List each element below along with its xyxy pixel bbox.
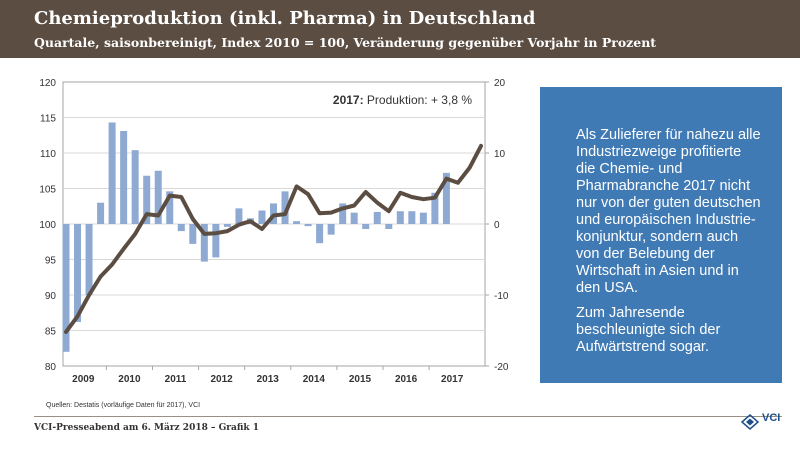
bar <box>442 172 450 224</box>
right-axis: -20 -10 0 10 20 <box>485 78 509 373</box>
left-axis: 80 85 90 95 100 105 110 115 120 <box>39 78 56 373</box>
left-tick-label: 100 <box>39 220 56 231</box>
bar <box>316 224 324 244</box>
x-tick-label: 2011 <box>165 374 187 385</box>
chart-annotation: 2017: Produktion: + 3,8 % <box>333 93 472 107</box>
right-tick-label: -10 <box>494 291 509 302</box>
bar <box>166 191 174 224</box>
x-tick-label: 2012 <box>211 374 234 385</box>
bar <box>62 224 70 352</box>
left-tick-label: 85 <box>45 327 57 338</box>
page-title: Chemieproduktion (inkl. Pharma) in Deuts… <box>34 8 536 29</box>
bar-series <box>62 122 450 352</box>
bar <box>74 224 82 322</box>
x-tick-label: 2015 <box>349 374 372 385</box>
bar <box>97 202 105 224</box>
right-tick-label: 20 <box>494 78 506 89</box>
right-tick-label: -20 <box>494 362 509 373</box>
footer-divider <box>34 416 782 417</box>
vci-logo-icon <box>740 414 760 430</box>
line-series <box>64 143 483 334</box>
left-tick-label: 110 <box>40 149 56 160</box>
source-note: Quellen: Destatis (vorläufige Daten für … <box>46 402 201 409</box>
vci-logo-text: VCI <box>762 412 781 424</box>
x-tick-label: 2009 <box>72 374 95 385</box>
bar <box>108 122 116 224</box>
info-paragraph-2: Zum Jahresende beschleunigte sich der Au… <box>576 305 721 355</box>
info-paragraph-1: Als Zulieferer für nahezu alle Industrie… <box>576 127 761 296</box>
x-axis: 2009 2010 2011 2012 2013 2014 2015 2016 2017 <box>72 366 464 385</box>
left-tick-label: 80 <box>45 362 57 373</box>
annotation-text: Produktion: + 3,8 % <box>364 93 473 107</box>
x-tick-label: 2014 <box>303 374 326 385</box>
bar <box>385 224 393 229</box>
left-tick-label: 120 <box>39 78 56 89</box>
x-tick-label: 2017 <box>441 374 464 385</box>
bar <box>177 224 185 232</box>
bar <box>131 150 139 224</box>
bar <box>293 221 301 224</box>
left-tick-label: 115 <box>40 114 56 125</box>
header-bar: Chemieproduktion (inkl. Pharma) in Deuts… <box>0 0 800 58</box>
bar <box>419 212 427 224</box>
bar <box>154 170 162 224</box>
bar <box>408 211 416 224</box>
left-tick-label: 95 <box>45 256 57 267</box>
left-tick-label: 90 <box>45 291 57 302</box>
bar <box>339 203 347 224</box>
x-tick-label: 2016 <box>395 374 418 385</box>
bar <box>304 224 312 227</box>
x-tick-label: 2013 <box>257 374 280 385</box>
production-line <box>64 143 483 334</box>
bar <box>281 191 289 224</box>
bar <box>373 211 381 224</box>
bar <box>362 224 370 229</box>
annotation-year: 2017: <box>333 93 364 107</box>
bar <box>189 224 197 244</box>
page-subtitle: Quartale, saisonbereinigt, Index 2010 = … <box>34 35 657 50</box>
bar <box>350 212 358 224</box>
bar <box>200 224 208 262</box>
bar <box>212 224 220 258</box>
bar <box>327 224 335 235</box>
bar <box>396 211 404 224</box>
info-box: Als Zulieferer für nahezu alle Industrie… <box>540 87 782 383</box>
bar <box>120 130 128 224</box>
bar <box>143 175 151 224</box>
bar <box>258 210 266 224</box>
left-tick-label: 105 <box>39 185 56 196</box>
bar <box>85 224 93 295</box>
footer-text: VCI-Presseabend am 6. März 2018 – Grafik… <box>34 423 260 433</box>
right-tick-label: 10 <box>494 149 506 160</box>
bar <box>431 192 439 224</box>
x-tick-label: 2010 <box>118 374 141 385</box>
bar <box>235 208 243 224</box>
bar <box>223 224 231 227</box>
right-tick-label: 0 <box>494 220 500 231</box>
